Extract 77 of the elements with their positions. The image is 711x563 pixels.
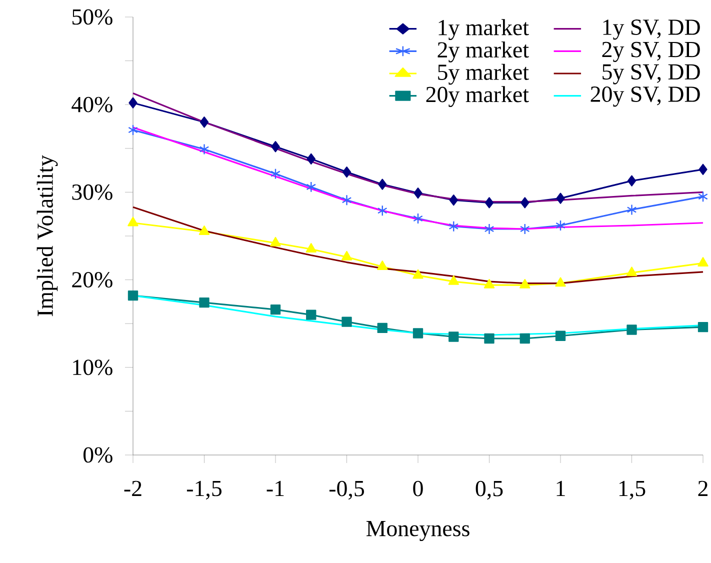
legend-label: 20y SV, DD [590, 86, 700, 107]
point [626, 266, 638, 276]
point [377, 205, 388, 216]
legend-label: 5y SV, DD [602, 64, 700, 84]
point [270, 304, 281, 315]
point [198, 226, 210, 235]
legend-label: 2y SV, DD [602, 42, 700, 62]
y-tick-label: 40% [72, 96, 112, 112]
point [698, 191, 708, 202]
point [626, 324, 637, 335]
y-tick-label: 30% [72, 184, 112, 200]
x-tick-label: 2 [698, 480, 708, 496]
point [306, 243, 316, 252]
point [199, 144, 210, 155]
point [555, 330, 566, 341]
point [342, 166, 352, 178]
point [555, 277, 566, 287]
x-tick-label: 1 [556, 480, 565, 496]
point [520, 223, 530, 235]
point [627, 175, 636, 186]
x-tick-label: -0,5 [329, 480, 364, 500]
point [128, 124, 138, 136]
legend-label: 20y market [426, 86, 529, 108]
point [556, 220, 566, 232]
point [556, 192, 565, 204]
point [377, 322, 388, 334]
x-tick-label: -1 [266, 480, 284, 496]
point [484, 333, 494, 344]
legend-label: 2y market [438, 42, 529, 62]
legend-label: 1y market [438, 19, 529, 40]
point [698, 322, 708, 332]
point [484, 223, 494, 235]
point [199, 297, 210, 308]
point [414, 187, 422, 199]
point [128, 216, 138, 226]
point [413, 212, 423, 224]
point [520, 278, 530, 288]
y-axis-title: Implied Volatility [36, 155, 58, 316]
point [448, 220, 459, 232]
x-tick-label: 0 [413, 480, 423, 496]
point [698, 164, 708, 176]
point [271, 141, 280, 152]
point [484, 278, 495, 288]
point [377, 260, 388, 270]
point [448, 332, 459, 342]
point [342, 194, 352, 206]
point [128, 290, 138, 301]
legend-label: 5y market [438, 64, 529, 85]
point [412, 269, 424, 279]
point [626, 204, 637, 216]
point [378, 178, 387, 190]
point [306, 153, 316, 164]
point [520, 333, 530, 344]
x-axis-title: Moneyness [366, 521, 470, 542]
point [520, 197, 530, 208]
y-tick-label: 50% [72, 9, 112, 25]
point [306, 310, 316, 320]
point [448, 275, 459, 285]
x-tick-label: 1,5 [619, 480, 646, 500]
point [200, 116, 209, 128]
point [306, 181, 316, 193]
y-tick-label: 20% [72, 272, 112, 288]
point [128, 97, 138, 108]
point [341, 250, 352, 260]
x-tick-label: -2 [124, 480, 142, 496]
point [270, 236, 281, 246]
y-tick-label: 10% [73, 360, 112, 376]
x-tick-label: 0,5 [476, 480, 503, 500]
point [412, 328, 424, 338]
y-tick-label: 0% [83, 447, 112, 463]
point [698, 257, 708, 266]
point [484, 197, 494, 208]
point [342, 316, 352, 327]
x-tick-label: -1,5 [186, 480, 222, 500]
point [449, 194, 458, 206]
point [270, 168, 280, 180]
legend-label: 1y SV, DD [603, 20, 700, 40]
